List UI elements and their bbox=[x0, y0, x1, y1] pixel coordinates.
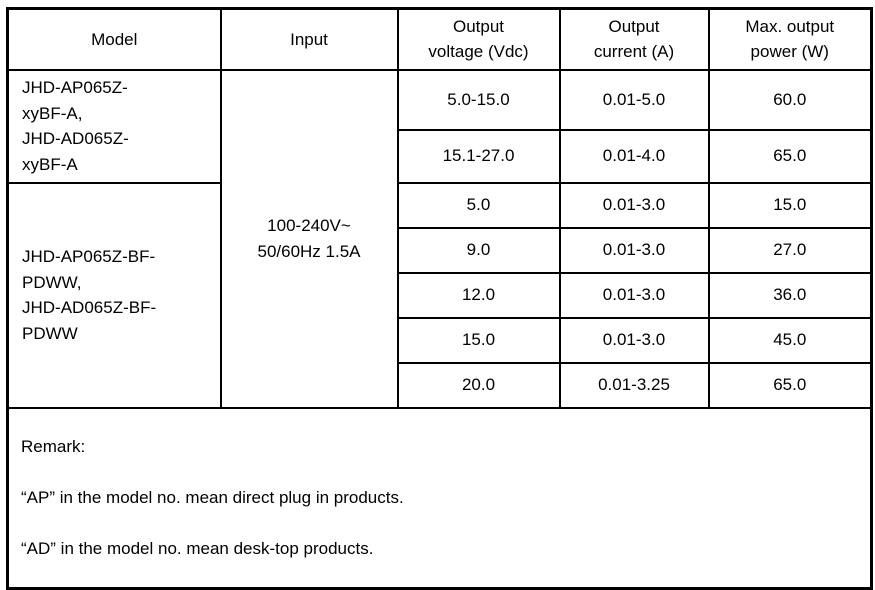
table-row: 20.0 0.01-3.25 65.0 bbox=[8, 361, 873, 409]
output-voltage-cell: 15.1-27.0 bbox=[396, 128, 561, 184]
table-row: JHD-AP065Z- xyBF-A, JHD-AD065Z- xyBF-A 1… bbox=[6, 68, 873, 409]
header-row: Model Input Output voltage (Vdc) Output … bbox=[6, 7, 873, 71]
output-current-cell: 0.01-3.25 bbox=[558, 361, 710, 409]
output-voltage-cell: 20.0 bbox=[396, 361, 561, 409]
output-voltage-cell: 15.0 bbox=[396, 316, 561, 364]
max-output-power-cell: 36.0 bbox=[707, 271, 873, 319]
table-row: 15.1-27.0 0.01-4.0 65.0 bbox=[8, 128, 873, 184]
max-output-power-cell: 45.0 bbox=[707, 316, 873, 364]
table-row: 15.0 0.01-3.0 45.0 bbox=[8, 316, 873, 364]
model-group-2-cell: JHD-AP065Z-BF- PDWW, JHD-AD065Z-BF- PDWW bbox=[6, 181, 222, 409]
output-current-cell: 0.01-5.0 bbox=[558, 68, 710, 131]
table-row: JHD-AP065Z-BF- PDWW, JHD-AD065Z-BF- PDWW… bbox=[6, 181, 873, 409]
spec-document-page: Model Input Output voltage (Vdc) Output … bbox=[6, 7, 873, 590]
remark-line-ap: “AP” in the model no. mean direct plug i… bbox=[21, 488, 404, 507]
col-header-output-voltage: Output voltage (Vdc) bbox=[396, 7, 561, 71]
max-output-power-cell: 65.0 bbox=[707, 128, 873, 184]
col-header-max-output-power: Max. output power (W) bbox=[707, 7, 873, 71]
output-current-cell: 0.01-4.0 bbox=[558, 128, 710, 184]
input-cell: 100-240V~ 50/60Hz 1.5A bbox=[219, 68, 399, 409]
output-voltage-cell: 5.0-15.0 bbox=[396, 68, 561, 131]
remark-cell: Remark: “AP” in the model no. mean direc… bbox=[6, 406, 873, 590]
col-header-input: Input bbox=[219, 7, 399, 71]
output-current-cell: 0.01-3.0 bbox=[558, 181, 710, 229]
table-row: 9.0 0.01-3.0 27.0 bbox=[8, 226, 873, 274]
model-group-1-cell: JHD-AP065Z- xyBF-A, JHD-AD065Z- xyBF-A bbox=[6, 68, 222, 184]
remark-row: Remark: “AP” in the model no. mean direc… bbox=[6, 406, 873, 590]
col-header-model: Model bbox=[6, 7, 222, 71]
col-header-output-current: Output current (A) bbox=[558, 7, 710, 71]
output-voltage-cell: 12.0 bbox=[396, 271, 561, 319]
output-voltage-cell: 9.0 bbox=[396, 226, 561, 274]
max-output-power-cell: 65.0 bbox=[707, 361, 873, 409]
power-spec-table: Model Input Output voltage (Vdc) Output … bbox=[6, 7, 873, 590]
output-current-cell: 0.01-3.0 bbox=[558, 271, 710, 319]
output-current-cell: 0.01-3.0 bbox=[558, 226, 710, 274]
remark-title: Remark: bbox=[21, 437, 86, 456]
table-row: 12.0 0.01-3.0 36.0 bbox=[8, 271, 873, 319]
max-output-power-cell: 60.0 bbox=[707, 68, 873, 131]
output-current-cell: 0.01-3.0 bbox=[558, 316, 710, 364]
remark-line-ad: “AD” in the model no. mean desk-top prod… bbox=[21, 539, 374, 558]
output-voltage-cell: 5.0 bbox=[396, 181, 561, 229]
max-output-power-cell: 27.0 bbox=[707, 226, 873, 274]
max-output-power-cell: 15.0 bbox=[707, 181, 873, 229]
